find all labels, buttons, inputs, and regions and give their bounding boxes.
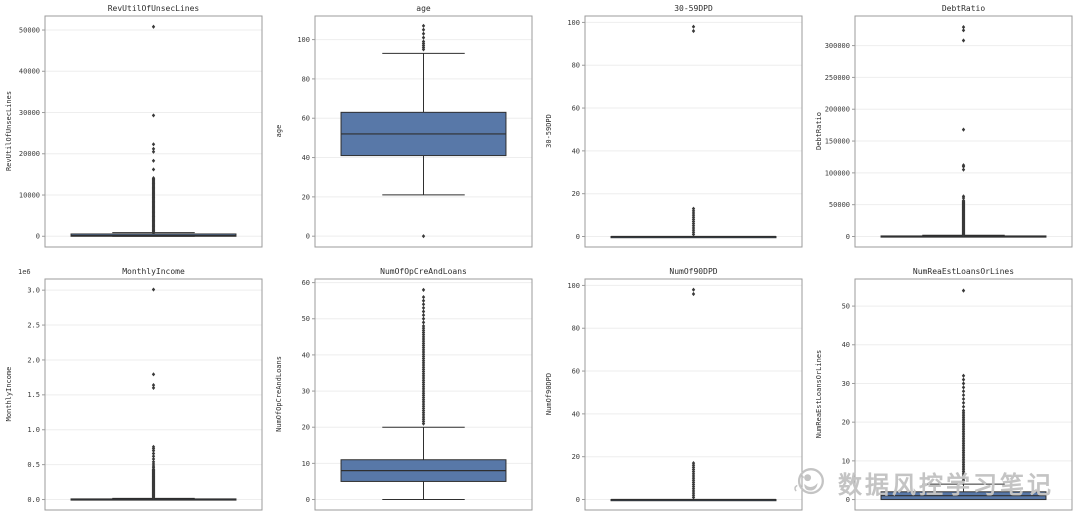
svg-text:0.5: 0.5 <box>27 461 40 469</box>
svg-text:0.0: 0.0 <box>27 496 40 504</box>
svg-text:20: 20 <box>302 424 310 432</box>
svg-text:30000: 30000 <box>19 109 40 117</box>
svg-text:10: 10 <box>842 457 850 465</box>
plot-title: RevUtilOfUnsecLines <box>107 4 200 13</box>
svg-text:80: 80 <box>572 62 580 70</box>
subplot-rev-util-of-unsec-lines: RevUtilOfUnsecLines RevUtilOfUnsecLines … <box>0 0 270 263</box>
boxplot-canvas: 0 10 20 30 40 50 60 <box>302 278 533 511</box>
svg-text:80: 80 <box>302 75 310 83</box>
svg-text:60: 60 <box>302 115 310 123</box>
boxplot-canvas: 0 20 40 60 80 100 <box>297 15 533 248</box>
svg-text:40000: 40000 <box>19 68 40 76</box>
svg-text:10: 10 <box>302 460 310 468</box>
svg-text:100000: 100000 <box>825 169 850 177</box>
svg-text:50000: 50000 <box>829 201 850 209</box>
svg-text:30: 30 <box>302 387 310 395</box>
svg-text:50: 50 <box>302 315 310 323</box>
svg-text:80: 80 <box>572 325 580 333</box>
svg-text:3.0: 3.0 <box>27 287 40 295</box>
plot-title: MonthlyIncome <box>122 267 185 276</box>
subplot-monthly-income: MonthlyIncome MonthlyIncome 0.0 0.5 1.0 1.5… <box>0 263 270 526</box>
plot-title: NumOfOpCreAndLoans <box>380 267 467 276</box>
svg-text:20: 20 <box>302 193 310 201</box>
boxplot-canvas: 0 50000 100000 150000 200000 250000 300000 <box>825 15 1073 248</box>
svg-text:0: 0 <box>306 233 310 241</box>
svg-text:60: 60 <box>572 367 580 375</box>
plot-title: NumOf90DPD <box>669 267 718 276</box>
svg-text:250000: 250000 <box>825 74 850 82</box>
subplot-num-rea-est-loans-or-lines: NumReaEstLoansOrLines NumReaEstLoansOrLi… <box>810 263 1080 526</box>
plot-title: 30-59DPD <box>674 4 713 13</box>
svg-text:30: 30 <box>842 380 850 388</box>
svg-text:50: 50 <box>842 302 850 310</box>
svg-text:300000: 300000 <box>825 42 850 50</box>
svg-text:0: 0 <box>576 233 580 241</box>
boxplot-canvas: 0 10 20 30 40 50 <box>842 278 1073 511</box>
svg-text:20: 20 <box>842 419 850 427</box>
svg-text:40: 40 <box>842 341 850 349</box>
svg-text:1e6: 1e6 <box>18 268 31 276</box>
svg-text:1.0: 1.0 <box>27 426 40 434</box>
boxplot-canvas: 0 20 40 60 80 100 <box>567 278 803 511</box>
watermark-logo-icon <box>794 468 824 495</box>
svg-text:0: 0 <box>36 233 40 241</box>
plot-title: age <box>416 4 431 13</box>
svg-text:40: 40 <box>302 154 310 162</box>
svg-text:0: 0 <box>846 233 850 241</box>
svg-text:100: 100 <box>567 19 580 27</box>
svg-text:60: 60 <box>302 279 310 287</box>
svg-text:2.5: 2.5 <box>27 321 40 329</box>
svg-text:50000: 50000 <box>19 26 40 34</box>
svg-text:200000: 200000 <box>825 106 850 114</box>
svg-text:100: 100 <box>297 36 310 44</box>
watermark-text: 数据风控学习笔记 <box>838 470 1054 499</box>
svg-text:0: 0 <box>576 496 580 504</box>
svg-text:40: 40 <box>302 351 310 359</box>
boxplot-canvas: 0 10000 20000 30000 40000 50000 <box>19 15 263 248</box>
subplot-30-59dpd: 30-59DPD 30-59DPD 0 20 40 60 80 100 <box>540 0 810 263</box>
plot-title: NumReaEstLoansOrLines <box>912 267 1015 276</box>
subplot-debt-ratio: DebtRatio DebtRatio 0 50000 100000 150000 20… <box>810 0 1080 263</box>
plot-title: DebtRatio <box>941 4 986 13</box>
svg-text:20000: 20000 <box>19 150 40 158</box>
svg-text:20: 20 <box>572 453 580 461</box>
svg-text:100: 100 <box>567 282 580 290</box>
svg-text:10000: 10000 <box>19 191 40 199</box>
svg-text:60: 60 <box>572 104 580 112</box>
watermark: 数据风控学习笔记 <box>791 463 1054 501</box>
svg-text:1.5: 1.5 <box>27 391 40 399</box>
svg-text:40: 40 <box>572 147 580 155</box>
subplot-age: age age 0 20 40 60 80 100 <box>270 0 540 263</box>
svg-text:150000: 150000 <box>825 137 850 145</box>
svg-text:20: 20 <box>572 190 580 198</box>
boxplot-canvas: 0 20 40 60 80 100 <box>567 15 803 248</box>
svg-text:0: 0 <box>306 496 310 504</box>
svg-text:0: 0 <box>846 496 850 504</box>
svg-text:40: 40 <box>572 410 580 418</box>
subplot-num-of-90dpd: NumOf90DPD NumOf90DPD 0 20 40 60 80 100 <box>540 263 810 526</box>
svg-text:2.0: 2.0 <box>27 356 40 364</box>
boxplot-canvas: 0.0 0.5 1.0 1.5 2.0 2.5 3.0 1e6 <box>18 268 263 511</box>
